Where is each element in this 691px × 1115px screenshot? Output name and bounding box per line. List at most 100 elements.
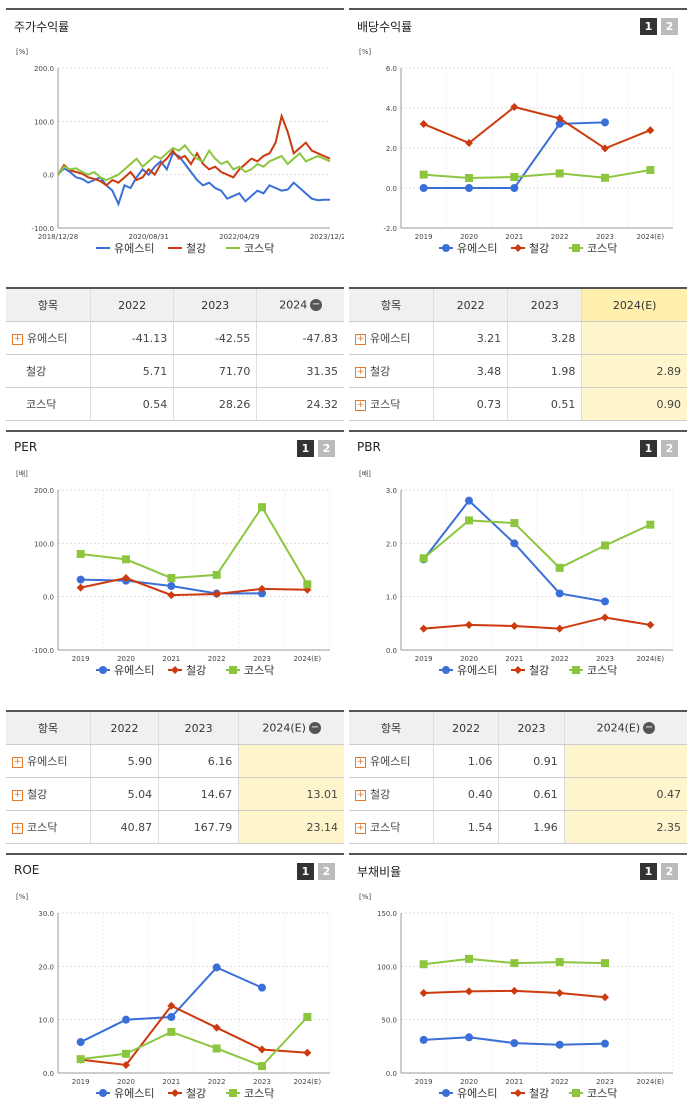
- expand-icon[interactable]: +: [12, 333, 23, 345]
- col-header-2024e[interactable]: 2024(E) −: [564, 712, 687, 745]
- table-row: + 코스닥 1.54 1.96 2.35: [349, 810, 687, 844]
- series-line: [423, 519, 651, 570]
- panel-title: 부채비율: [357, 865, 402, 879]
- page-1-button[interactable]: 1: [297, 440, 314, 457]
- y-tick-label: -100.0: [31, 225, 54, 233]
- expand-icon[interactable]: +: [12, 756, 23, 768]
- data-point: [212, 589, 221, 598]
- expand-icon[interactable]: +: [12, 822, 23, 834]
- page-1-button[interactable]: 1: [640, 863, 657, 880]
- x-tick-label: 2019: [72, 1078, 90, 1086]
- page-2-button[interactable]: 2: [661, 440, 678, 457]
- x-tick-label: 2022: [208, 1078, 226, 1086]
- data-point: [510, 519, 519, 528]
- x-tick-label: 2021: [162, 655, 180, 663]
- data-point: [442, 1089, 450, 1097]
- collapse-icon[interactable]: −: [643, 722, 656, 735]
- x-tick-label: 2023/12/28: [310, 233, 344, 241]
- data-point: [99, 666, 107, 674]
- data-point: [167, 574, 176, 582]
- expand-icon[interactable]: +: [355, 789, 366, 801]
- col-header: 2022: [90, 712, 160, 745]
- data-point: [258, 584, 266, 593]
- col-header: 항목: [6, 289, 91, 322]
- page-2-button[interactable]: 2: [661, 18, 678, 35]
- data-point: [572, 666, 580, 674]
- x-tick-label: 2020: [117, 1078, 135, 1086]
- legend-label: 철강: [529, 242, 549, 255]
- data-point: [258, 503, 266, 512]
- x-tick-label: 2021: [505, 233, 523, 241]
- page-2-button[interactable]: 2: [661, 863, 678, 880]
- data-point: [258, 1045, 266, 1054]
- legend-label: 코스닥: [244, 242, 274, 255]
- col-header: 2023: [158, 712, 240, 745]
- col-header: 2022: [433, 289, 509, 322]
- table-row: + 유에스티 5.90 6.16: [6, 744, 344, 778]
- data-point: [555, 563, 564, 572]
- table-row: + 철강 3.48 1.98 2.89: [349, 354, 687, 388]
- page-1-button[interactable]: 1: [640, 18, 657, 35]
- data-point: [510, 959, 519, 968]
- page-1-button[interactable]: 1: [297, 863, 314, 880]
- chart-panel-per: PER 1 2 [배] 200.0 100.0 0.0 -100.0 2019 2020 20…: [6, 430, 344, 688]
- collapse-icon[interactable]: −: [308, 722, 321, 735]
- data-point: [514, 666, 522, 674]
- y-unit-label: [배]: [16, 469, 28, 478]
- data-point: [601, 597, 609, 606]
- y-tick-label: 20.0: [38, 963, 54, 971]
- data-point: [555, 624, 564, 633]
- series-line: [423, 105, 651, 150]
- legend-label: 철강: [186, 242, 206, 255]
- col-header-2024e[interactable]: 2024(E) −: [238, 712, 344, 745]
- y-tick-label: 4.0: [386, 105, 397, 113]
- table-row: + 철강 5.04 14.67 13.01: [6, 777, 344, 811]
- x-tick-label: 2024(E): [293, 655, 321, 663]
- y-tick-label: 0.0: [43, 1070, 54, 1078]
- data-point: [419, 1035, 428, 1044]
- page-2-button[interactable]: 2: [318, 440, 335, 457]
- table-row: + 유에스티 -41.13 -42.55 -47.83: [6, 321, 344, 355]
- data-point: [303, 1048, 312, 1057]
- data-point: [601, 959, 609, 968]
- page-1-button[interactable]: 1: [640, 440, 657, 457]
- table-dividend: 항목 2022 2023 2024(E) + 유에스티 3.21 3.28 + 철강 3.…: [349, 287, 687, 421]
- legend-label: 철강: [186, 664, 206, 677]
- data-point: [601, 118, 609, 127]
- data-point: [122, 1061, 130, 1069]
- data-point: [514, 1089, 522, 1097]
- col-header-2024[interactable]: 2024−: [256, 289, 344, 322]
- data-point: [76, 550, 85, 558]
- page-2-button[interactable]: 2: [318, 863, 335, 880]
- collapse-icon[interactable]: −: [310, 299, 323, 312]
- expand-icon[interactable]: +: [355, 756, 366, 768]
- data-point: [419, 960, 428, 969]
- data-point: [510, 103, 519, 111]
- data-point: [122, 574, 130, 582]
- y-tick-label: 0.0: [43, 172, 54, 180]
- expand-icon[interactable]: +: [355, 399, 366, 411]
- data-point: [167, 591, 176, 600]
- series-line: [57, 112, 331, 187]
- legend-label: 유에스티: [114, 1087, 154, 1100]
- expand-icon[interactable]: +: [355, 822, 366, 834]
- chart-panel-pbr: PBR 1 2 [배] 3.0 2.0 1.0 0.0 2019 2020 2021 2022 2…: [349, 430, 687, 688]
- expand-icon[interactable]: +: [12, 789, 23, 801]
- col-header: 2023: [507, 289, 583, 322]
- legend-label: 코스닥: [587, 664, 617, 677]
- data-point: [601, 1039, 609, 1048]
- expand-icon[interactable]: +: [355, 333, 366, 345]
- expand-icon[interactable]: +: [355, 366, 366, 378]
- x-tick-label: 2020: [117, 655, 135, 663]
- legend-label: 코스닥: [587, 242, 617, 255]
- panel-title: ROE: [14, 863, 40, 877]
- y-tick-label: 150.0: [377, 910, 397, 918]
- debt-ratio-chart: [%] 150.0 100.0 50.0 0.0 2019 2020 2021 2022 2023…: [359, 893, 674, 1100]
- y-tick-label: 100.0: [377, 963, 397, 971]
- data-point: [555, 169, 564, 178]
- x-tick-label: 2019: [415, 655, 433, 663]
- legend-label: 유에스티: [457, 664, 497, 677]
- y-tick-label: 2.0: [386, 540, 397, 548]
- legend-label: 철강: [186, 1087, 206, 1100]
